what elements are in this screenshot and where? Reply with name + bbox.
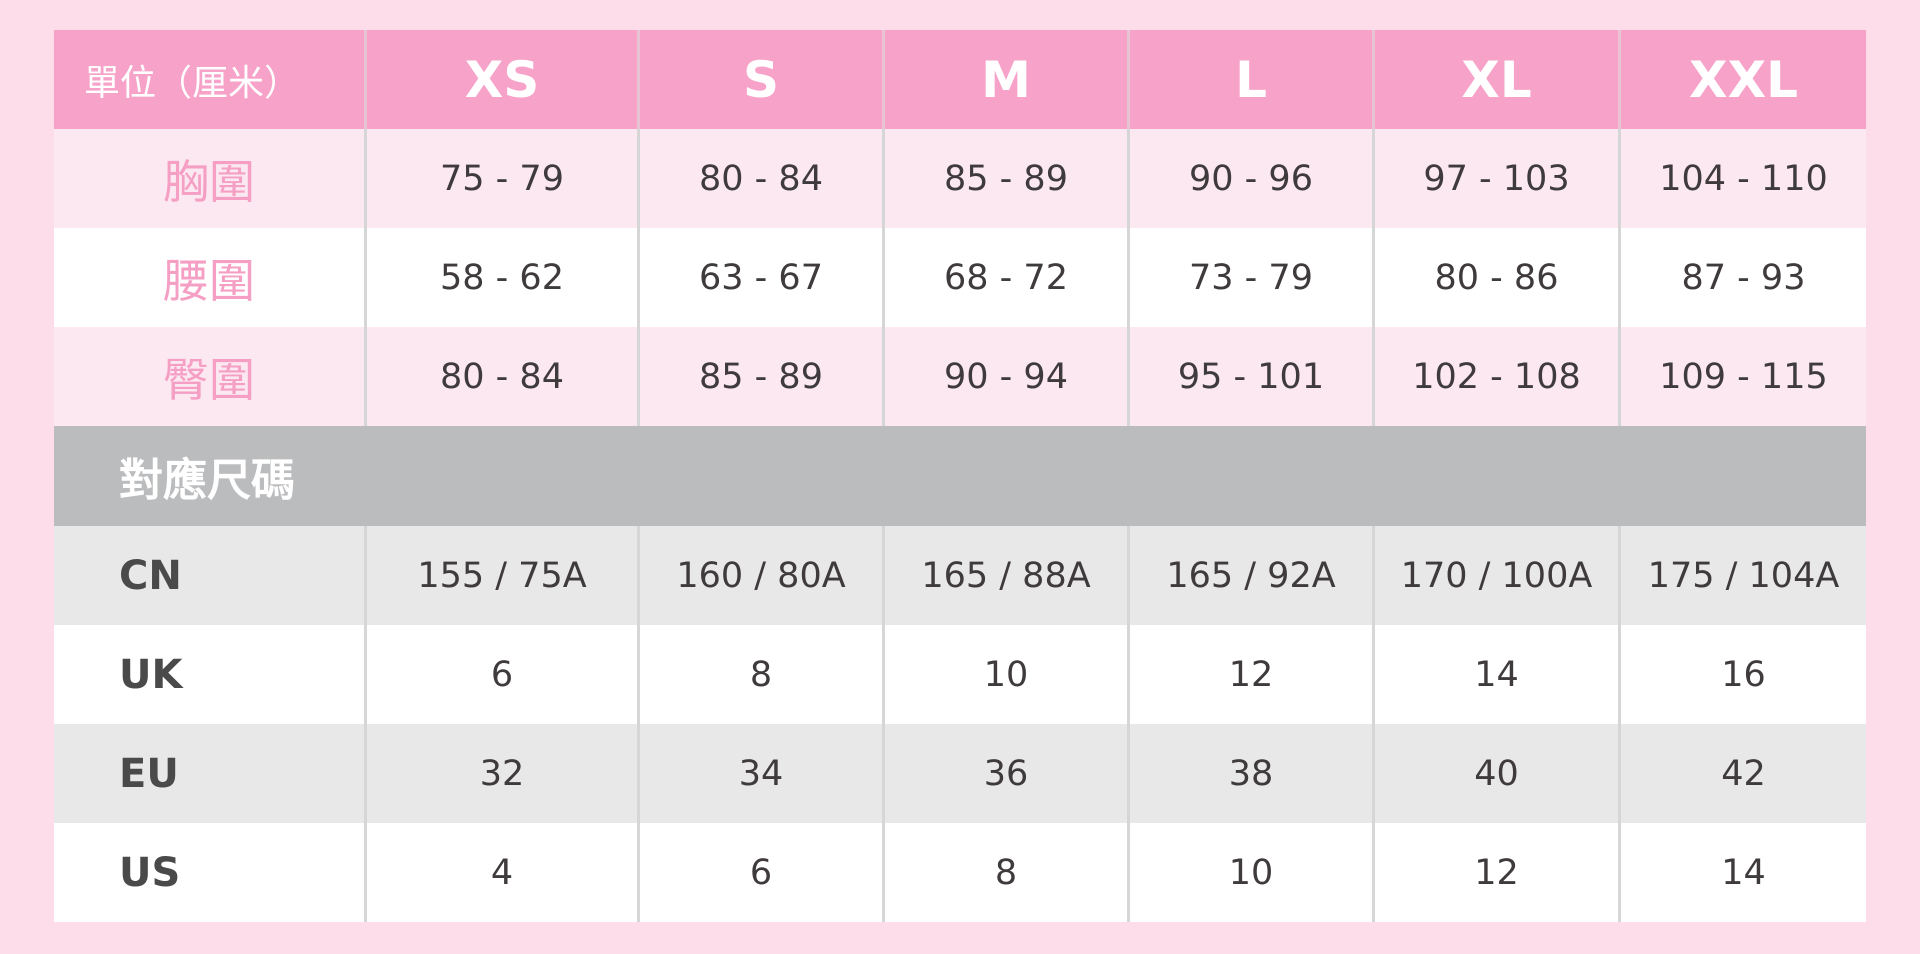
table-cell: 85 - 89 bbox=[637, 327, 882, 426]
table-cell: 75 - 79 bbox=[364, 129, 637, 228]
table-cell: 16 bbox=[1618, 625, 1866, 724]
table-cell: 42 bbox=[1618, 724, 1866, 823]
table-cell: 8 bbox=[882, 823, 1127, 922]
table-cell: 90 - 94 bbox=[882, 327, 1127, 426]
section-title: 對應尺碼 bbox=[54, 426, 1866, 526]
table-cell: 175 / 104A bbox=[1618, 526, 1866, 625]
table-cell: 95 - 101 bbox=[1127, 327, 1372, 426]
table-cell: 90 - 96 bbox=[1127, 129, 1372, 228]
size-header-m: M bbox=[882, 30, 1127, 129]
table-cell: 63 - 67 bbox=[637, 228, 882, 327]
table-cell: 58 - 62 bbox=[364, 228, 637, 327]
table-cell: 14 bbox=[1618, 823, 1866, 922]
unit-label: 單位（厘米） bbox=[54, 30, 364, 129]
table-cell: 6 bbox=[364, 625, 637, 724]
table-cell: 97 - 103 bbox=[1372, 129, 1618, 228]
table-cell: 170 / 100A bbox=[1372, 526, 1618, 625]
table-cell: 102 - 108 bbox=[1372, 327, 1618, 426]
table-cell: 80 - 84 bbox=[364, 327, 637, 426]
table-cell: 4 bbox=[364, 823, 637, 922]
table-cell: 80 - 84 bbox=[637, 129, 882, 228]
table-cell: 6 bbox=[637, 823, 882, 922]
region-label-uk: UK bbox=[54, 625, 364, 724]
table-cell: 109 - 115 bbox=[1618, 327, 1866, 426]
table-cell: 80 - 86 bbox=[1372, 228, 1618, 327]
table-cell: 104 - 110 bbox=[1618, 129, 1866, 228]
table-cell: 12 bbox=[1372, 823, 1618, 922]
table-cell: 160 / 80A bbox=[637, 526, 882, 625]
size-header-l: L bbox=[1127, 30, 1372, 129]
size-header-xxl: XXL bbox=[1618, 30, 1866, 129]
table-cell: 68 - 72 bbox=[882, 228, 1127, 327]
table-cell: 34 bbox=[637, 724, 882, 823]
region-label-us: US bbox=[54, 823, 364, 922]
table-cell: 32 bbox=[364, 724, 637, 823]
table-cell: 165 / 88A bbox=[882, 526, 1127, 625]
region-label-cn: CN bbox=[54, 526, 364, 625]
table-cell: 10 bbox=[882, 625, 1127, 724]
table-cell: 40 bbox=[1372, 724, 1618, 823]
size-header-xs: XS bbox=[364, 30, 637, 129]
table-cell: 12 bbox=[1127, 625, 1372, 724]
table-cell: 73 - 79 bbox=[1127, 228, 1372, 327]
table-cell: 165 / 92A bbox=[1127, 526, 1372, 625]
measurement-label-bust: 胸圍 bbox=[54, 129, 364, 228]
size-header-xl: XL bbox=[1372, 30, 1618, 129]
table-cell: 85 - 89 bbox=[882, 129, 1127, 228]
size-header-s: S bbox=[637, 30, 882, 129]
table-cell: 155 / 75A bbox=[364, 526, 637, 625]
table-cell: 14 bbox=[1372, 625, 1618, 724]
table-cell: 10 bbox=[1127, 823, 1372, 922]
size-chart: 單位（厘米） XS S M L XL XXL 胸圍 75 - 79 80 - 8… bbox=[54, 30, 1866, 925]
table-cell: 87 - 93 bbox=[1618, 228, 1866, 327]
table-cell: 8 bbox=[637, 625, 882, 724]
region-label-eu: EU bbox=[54, 724, 364, 823]
table-cell: 38 bbox=[1127, 724, 1372, 823]
measurement-label-hip: 臀圍 bbox=[54, 327, 364, 426]
table-cell: 36 bbox=[882, 724, 1127, 823]
measurement-label-waist: 腰圍 bbox=[54, 228, 364, 327]
